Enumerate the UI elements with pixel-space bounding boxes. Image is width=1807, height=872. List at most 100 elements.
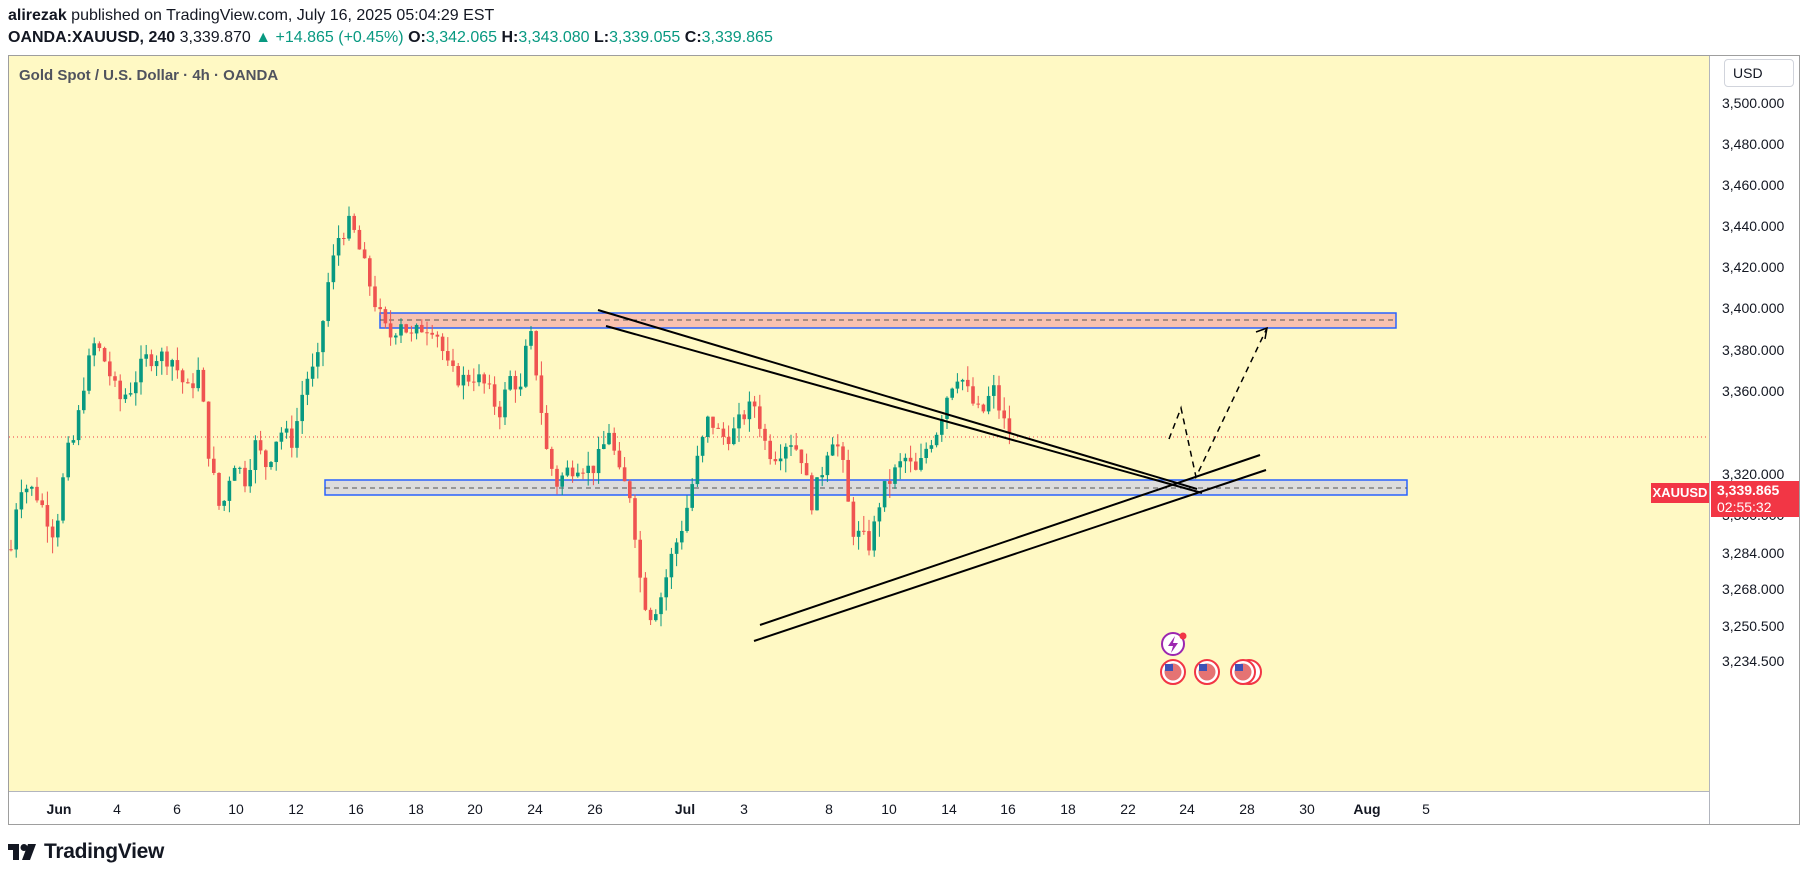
time-tick-label: 3 — [740, 801, 748, 817]
price-tick-label: 3,420.000 — [1722, 259, 1785, 275]
candle-body — [524, 345, 528, 387]
plot-area[interactable]: Gold Spot / U.S. Dollar · 4h · OANDA XAU… — [9, 56, 1709, 791]
candle-body — [534, 331, 538, 376]
candle-body — [232, 467, 237, 481]
candle-body — [128, 393, 133, 395]
descending-trendline-lower[interactable] — [605, 325, 1203, 494]
candle-body — [154, 361, 159, 367]
time-axis[interactable]: Jun 4 6 10 12 16 18 20 24 26 Jul 3 8 10 14 16 18 22 24 28 30… — [9, 791, 1709, 824]
candle-body — [576, 472, 580, 477]
ascending-trendline-lower[interactable] — [753, 469, 1267, 642]
candle-body — [394, 335, 398, 338]
candle-body — [934, 434, 939, 446]
candle-body — [794, 445, 798, 450]
price-chart[interactable] — [9, 56, 1709, 791]
price-axis[interactable]: USD 3,500.000 3,480.000 3,460.000 3,440.000… — [1709, 56, 1799, 824]
currency-selector[interactable]: USD — [1724, 59, 1794, 87]
candle-body — [711, 416, 715, 428]
candle-body — [191, 383, 195, 389]
price-tick-label: 3,480.000 — [1722, 136, 1785, 152]
high-label: H: — [501, 29, 519, 46]
candle-body — [856, 530, 861, 537]
author-name[interactable]: alirezak — [8, 7, 67, 24]
candle-body — [643, 577, 648, 610]
candle-body — [737, 414, 741, 429]
candle-body — [664, 577, 668, 598]
lightning-event-icon[interactable] — [1161, 632, 1187, 656]
candle-body — [269, 462, 273, 468]
candle-body — [503, 389, 507, 418]
tradingview-logo-icon — [8, 844, 36, 860]
candle-body — [872, 521, 876, 551]
time-tick-label: 14 — [941, 801, 957, 817]
descending-trendline-upper[interactable] — [597, 309, 1198, 490]
ohlc-line: OANDA:XAUUSD, 240 3,339.870 ▲ +14.865 (+… — [8, 29, 773, 47]
candle-body — [919, 458, 923, 470]
candle-body — [674, 542, 679, 554]
candle-body — [404, 324, 408, 333]
candles-group — [9, 206, 1012, 627]
tradingview-logo[interactable]: TradingView — [8, 840, 164, 864]
candle-body — [955, 381, 960, 389]
candle-body — [295, 421, 299, 448]
time-tick-label: Jul — [674, 801, 696, 817]
candle-body — [763, 428, 767, 441]
candle-body — [607, 432, 611, 445]
candle-body — [336, 238, 341, 256]
candle-body — [560, 475, 564, 487]
low-value: 3,339.055 — [609, 29, 681, 46]
candle-body — [160, 351, 164, 362]
candle-body — [87, 355, 91, 391]
open-value: 3,342.065 — [425, 29, 498, 46]
candle-body — [789, 445, 793, 447]
candle-body — [352, 215, 356, 230]
candle-body — [1002, 410, 1006, 419]
price-tick-label: 3,400.000 — [1722, 300, 1785, 316]
candle-body — [435, 334, 440, 337]
candle-body — [201, 369, 206, 402]
candle-body — [986, 395, 991, 412]
candle-body — [638, 539, 642, 578]
time-tick-label: 10 — [881, 801, 897, 817]
us-flag-event-icon[interactable] — [1230, 659, 1262, 685]
candle-body — [721, 428, 726, 437]
candle-body — [409, 332, 414, 334]
candle-body — [513, 376, 518, 390]
candle-body — [851, 501, 856, 537]
candle-body — [82, 390, 86, 411]
candle-body — [726, 436, 731, 445]
ascending-trendline-upper[interactable] — [759, 454, 1261, 626]
candle-body — [830, 444, 835, 456]
time-tick-label: 24 — [527, 801, 543, 817]
candle-body — [310, 366, 315, 379]
candle-body — [284, 428, 289, 433]
candle-body — [825, 455, 830, 476]
us-flag-event-icon[interactable] — [1160, 659, 1186, 685]
candle-body — [804, 463, 809, 476]
time-tick-label: 18 — [1060, 801, 1076, 817]
time-tick-label: 24 — [1179, 801, 1195, 817]
time-tick-label: 12 — [288, 801, 304, 817]
candle-body — [414, 324, 419, 334]
candle-body — [747, 401, 752, 420]
candle-body — [40, 500, 44, 506]
price-tick-label: 3,234.500 — [1722, 653, 1785, 669]
projected-path[interactable] — [1168, 327, 1268, 480]
candle-body — [102, 348, 107, 362]
candle-body — [732, 428, 736, 445]
candle-body — [326, 282, 330, 322]
us-flag-event-icon[interactable] — [1194, 659, 1220, 685]
candle-body — [14, 509, 18, 550]
candle-body — [799, 449, 804, 464]
candle-body — [929, 445, 934, 449]
time-tick-label: Aug — [1353, 801, 1381, 817]
candle-body — [981, 404, 986, 412]
candle-body — [945, 397, 949, 419]
candle-body — [685, 507, 689, 531]
candle-body — [716, 427, 720, 429]
candle-body — [539, 375, 544, 413]
candle-body — [357, 229, 362, 250]
bar-countdown: 02:55:32 — [1717, 499, 1772, 515]
candle-body — [971, 386, 975, 404]
candle-body — [274, 441, 278, 463]
